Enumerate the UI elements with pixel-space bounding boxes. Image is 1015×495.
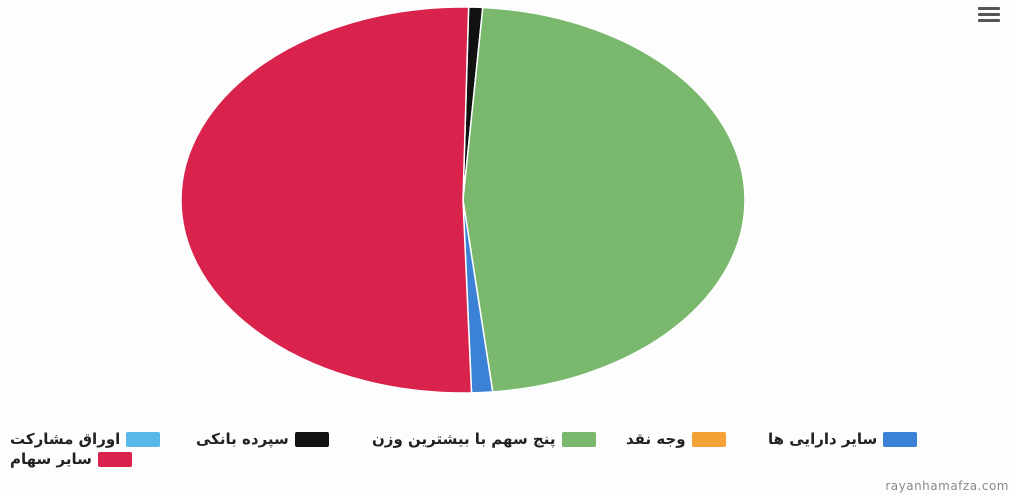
watermark: rayanhamafza.com [885,479,1009,493]
legend-swatch-oragh [126,431,161,447]
legend-label-oragh: اوراق مشارکت [10,430,121,448]
legend-item-cash[interactable]: وجه نقد [626,430,726,448]
legend-swatch-sepordeh [294,431,329,447]
legend-item-top5[interactable]: پنج سهم با بیشترین وزن [372,430,596,448]
legend-swatch-other-stocks [97,451,132,467]
pie-slices [180,6,746,394]
legend-item-other-assets[interactable]: سایر دارایی ها [768,430,918,448]
legend-label-other-stocks: سایر سهام [10,450,92,468]
legend-label-other-assets: سایر دارایی ها [768,430,878,448]
legend-swatch-cash [691,431,726,447]
legend-item-oragh[interactable]: اوراق مشارکت [10,430,161,448]
legend-label-sepordeh: سپرده بانکی [196,430,289,448]
pie-slice-1[interactable] [462,6,746,393]
legend-swatch-other-assets [883,431,918,447]
legend-swatch-top5 [561,431,596,447]
legend-label-top5: پنج سهم با بیشترین وزن [372,430,556,448]
legend-label-cash: وجه نقد [626,430,686,448]
hamburger-menu-icon[interactable] [978,4,1000,22]
legend-item-sepordeh[interactable]: سپرده بانکی [196,430,329,448]
legend-item-other-stocks[interactable]: سایر سهام [10,450,132,468]
pie-slice-3[interactable] [180,6,473,394]
